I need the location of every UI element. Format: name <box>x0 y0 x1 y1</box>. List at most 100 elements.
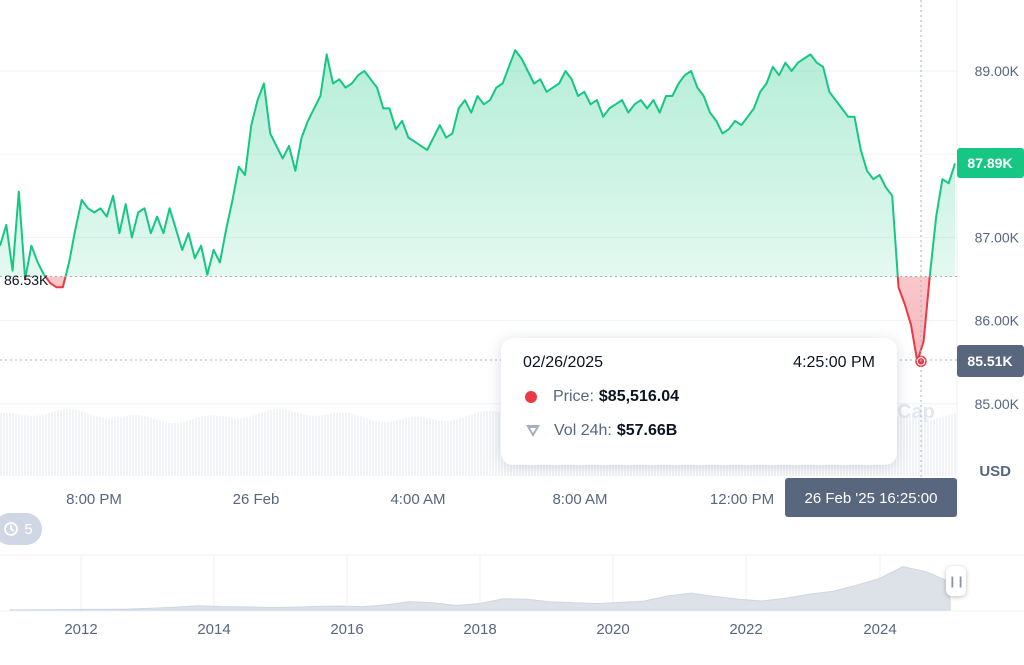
volume-bar <box>405 418 407 476</box>
volume-bar <box>225 416 227 476</box>
volume-bar <box>171 422 173 476</box>
volume-bar <box>12 413 14 476</box>
volume-bar <box>213 415 215 476</box>
volume-bar <box>354 414 356 476</box>
volume-bar <box>363 417 365 476</box>
volume-bar <box>126 415 128 476</box>
tooltip-time: 4:25:00 PM <box>793 354 875 371</box>
volume-bar <box>78 410 80 476</box>
volume-bar <box>180 422 182 476</box>
volume-bar <box>897 416 899 476</box>
volume-bar <box>255 414 257 476</box>
volume-bar <box>327 414 329 476</box>
volume-bar <box>75 409 77 476</box>
volume-bar <box>273 409 275 476</box>
volume-bar <box>492 411 494 476</box>
x-tick-label: 26 Feb <box>233 491 280 508</box>
volume-bar <box>456 419 458 476</box>
volume-bar <box>387 421 389 476</box>
tooltip-price-value: $85,516.04 <box>598 388 679 405</box>
volume-bar <box>165 422 167 476</box>
crosshair-price-badge: 85.51K <box>957 345 1024 377</box>
x-tick-label: 8:00 AM <box>552 491 607 508</box>
volume-bar <box>267 410 269 476</box>
volume-bar <box>294 412 296 476</box>
tooltip-price-label: Price: <box>553 388 594 405</box>
navigator-tick-label: 2018 <box>463 621 496 638</box>
volume-bar <box>282 409 284 476</box>
volume-bar <box>69 409 71 476</box>
volume-bar <box>381 422 383 476</box>
volume-bar <box>468 415 470 476</box>
navigator-axis: 2012 2014 2016 2018 2020 2022 2024 <box>64 621 896 638</box>
volume-bar <box>930 418 932 476</box>
volume-bar <box>252 415 254 476</box>
volume-bar <box>426 417 428 476</box>
volume-bar <box>144 416 146 476</box>
volume-bar <box>153 418 155 476</box>
volume-bar <box>270 410 272 476</box>
volume-bar <box>948 414 950 476</box>
volume-bar <box>306 415 308 476</box>
navigator-area <box>9 566 951 611</box>
volume-bar <box>258 413 260 476</box>
tooltip-date: 02/26/2025 <box>523 354 604 371</box>
tooltip: 02/26/2025 4:25:00 PM Price: $85,516.04 … <box>501 338 897 465</box>
volume-bar <box>411 417 413 476</box>
volume-bar <box>447 420 449 476</box>
price-line-up <box>0 49 956 277</box>
volume-icon <box>526 425 540 437</box>
volume-bar <box>480 411 482 476</box>
volume-bar <box>954 412 956 476</box>
volume-bar <box>345 412 347 476</box>
volume-bar <box>129 415 131 476</box>
navigator-tick-label: 2020 <box>596 621 629 638</box>
volume-bar <box>66 409 68 476</box>
volume-bar <box>909 416 911 476</box>
navigator[interactable] <box>0 556 1024 612</box>
volume-bar <box>339 412 341 476</box>
volume-bar <box>111 417 113 476</box>
volume-bar <box>123 416 125 476</box>
volume-bar <box>168 422 170 476</box>
volume-bar <box>495 411 497 476</box>
history-button[interactable]: 5 <box>0 513 42 545</box>
volume-bar <box>162 421 164 476</box>
volume-bar <box>300 413 302 476</box>
y-tick-label: 89.00K <box>975 63 1020 79</box>
history-count: 5 <box>24 520 33 538</box>
volume-bar <box>498 412 500 476</box>
y-tick-label: 86.00K <box>975 313 1020 329</box>
volume-bar <box>348 412 350 476</box>
volume-bar <box>336 412 338 476</box>
volume-bar <box>231 417 233 476</box>
crosshair-time-label: 26 Feb '25 16:25:00 <box>805 490 938 507</box>
volume-bar <box>15 413 17 476</box>
volume-bar <box>441 420 443 476</box>
volume-bar <box>297 412 299 476</box>
volume-bar <box>465 416 467 476</box>
volume-bar <box>927 418 929 476</box>
volume-bar <box>249 416 251 476</box>
volume-bar <box>366 418 368 476</box>
navigator-handle[interactable]: ❙❙ <box>946 566 966 596</box>
volume-bar <box>912 416 914 476</box>
volume-bar <box>906 416 908 476</box>
volume-bar <box>63 409 65 476</box>
volume-bar <box>945 415 947 476</box>
volume-bar <box>33 415 35 476</box>
volume-bar <box>177 422 179 476</box>
volume-bar <box>942 416 944 476</box>
volume-bar <box>342 412 344 476</box>
volume-bar <box>84 412 86 476</box>
volume-bar <box>951 413 953 476</box>
volume-bar <box>450 420 452 476</box>
navigator-tick-label: 2014 <box>197 621 230 638</box>
volume-bar <box>147 416 149 476</box>
volume-bar <box>378 421 380 476</box>
volume-bar <box>357 415 359 476</box>
volume-bar <box>459 418 461 476</box>
volume-bar <box>435 419 437 476</box>
